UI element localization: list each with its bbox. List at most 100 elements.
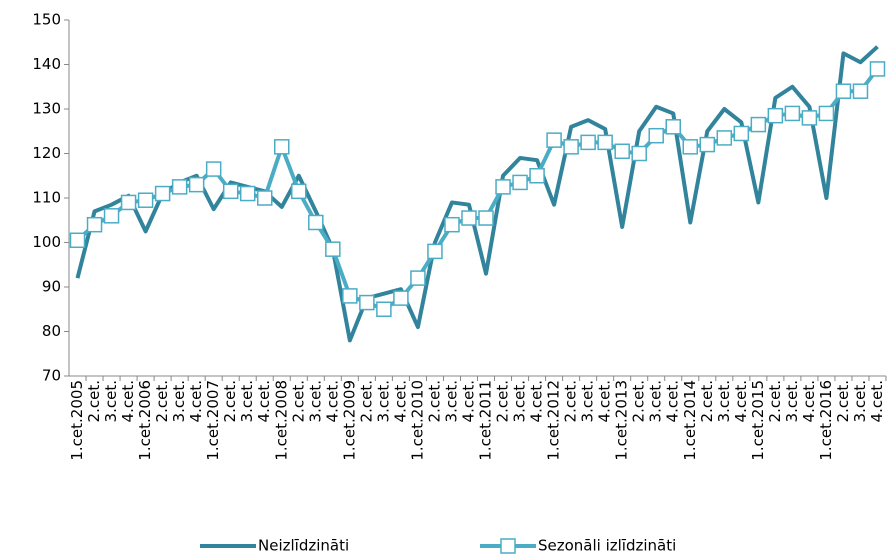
x-tick-label: 2.cet. (289, 380, 307, 422)
x-tick-label: 1.cet.2007 (204, 380, 222, 461)
y-tick-label: 120 (32, 144, 61, 162)
x-tick-label: 1.cet.2015 (749, 380, 767, 461)
y-tick-label: 130 (32, 100, 61, 118)
y-tick-label: 70 (42, 367, 61, 385)
y-tick-label: 80 (42, 322, 61, 340)
marker (291, 183, 307, 200)
y-tick-label: 90 (42, 278, 61, 296)
marker (495, 179, 511, 195)
marker (308, 214, 324, 231)
marker (512, 174, 528, 191)
x-tick-label: 3.cet. (851, 380, 869, 422)
x-tick-label: 4.cet. (800, 380, 818, 422)
marker (188, 176, 205, 193)
marker (103, 208, 120, 224)
marker (750, 116, 767, 133)
x-tick-label: 4.cet. (323, 380, 341, 422)
x-tick-label: 2.cet. (221, 380, 239, 422)
marker (529, 168, 545, 184)
x-tick-label: 1.cet.2005 (68, 380, 86, 461)
marker (733, 125, 750, 142)
x-tick-label: 2.cet. (494, 380, 512, 422)
marker (120, 194, 137, 211)
legend-label: Neizlīdzināti (258, 537, 349, 555)
marker (546, 132, 562, 148)
marker (86, 216, 103, 233)
x-tick-label: 4.cet. (596, 380, 614, 422)
x-tick-label: 3.cet. (715, 380, 733, 422)
x-tick-label: 1.cet.2011 (477, 380, 495, 461)
x-tick-label: 1.cet.2006 (136, 380, 154, 461)
x-tick-label: 4.cet. (664, 380, 682, 422)
marker (852, 83, 869, 99)
x-tick-label: 2.cet. (562, 380, 580, 422)
marker (580, 134, 596, 151)
marker (274, 139, 290, 155)
marker (818, 105, 835, 122)
x-tick-label: 4.cet. (187, 380, 205, 422)
legend-marker (500, 538, 516, 554)
x-tick-label: 1.cet.2012 (545, 380, 563, 461)
x-tick-label: 4.cet. (459, 380, 477, 422)
x-tick-label: 2.cet. (425, 380, 443, 422)
marker (614, 143, 630, 160)
legend-label: Sezonāli izlīdzināti (538, 537, 676, 555)
x-tick-label: 1.cet.2010 (408, 380, 426, 461)
x-tick-label: 3.cet. (647, 380, 665, 422)
marker (716, 130, 733, 146)
x-tick-label: 4.cet. (119, 380, 137, 422)
x-tick-label: 3.cet. (579, 380, 597, 422)
x-tick-label: 3.cet. (238, 380, 256, 422)
x-tick-label: 2.cet. (85, 380, 103, 422)
marker (205, 161, 222, 177)
marker (801, 110, 818, 126)
x-tick-label: 4.cet. (868, 380, 886, 422)
x-tick-label: 1.cet.2009 (340, 380, 358, 461)
x-tick-label: 3.cet. (102, 380, 120, 422)
marker (597, 134, 613, 151)
marker (154, 185, 171, 202)
x-tick-label: 4.cet. (732, 380, 750, 422)
marker (869, 61, 886, 77)
marker (648, 127, 664, 144)
marker (461, 210, 477, 226)
marker (256, 190, 273, 206)
x-tick-label: 2.cet. (834, 380, 852, 422)
x-tick-label: 3.cet. (783, 380, 801, 422)
marker (427, 243, 443, 260)
marker (699, 136, 716, 153)
x-tick-label: 3.cet. (442, 380, 460, 422)
marker (835, 83, 852, 99)
marker (69, 232, 86, 249)
marker (410, 270, 426, 286)
y-tick-label: 100 (32, 233, 61, 251)
x-tick-label: 1.cet.2008 (272, 380, 290, 461)
marker (137, 192, 154, 208)
marker (342, 288, 358, 304)
marker (444, 216, 460, 233)
x-tick-label: 4.cet. (528, 380, 546, 422)
y-tick-label: 110 (32, 189, 61, 207)
marker (171, 179, 188, 195)
x-tick-label: 3.cet. (170, 380, 188, 422)
x-tick-label: 4.cet. (391, 380, 409, 422)
x-tick-label: 1.cet.2013 (613, 380, 631, 461)
marker (784, 105, 801, 122)
y-tick-label: 150 (32, 11, 61, 29)
x-tick-label: 2.cet. (766, 380, 784, 422)
x-tick-label: 3.cet. (511, 380, 529, 422)
x-tick-label: 4.cet. (255, 380, 273, 422)
marker (325, 241, 341, 257)
marker (222, 183, 239, 200)
marker (359, 294, 375, 311)
x-tick-label: 3.cet. (374, 380, 392, 422)
marker (478, 210, 494, 226)
marker (665, 119, 681, 135)
marker (767, 107, 784, 124)
marker (393, 290, 409, 306)
x-tick-label: 2.cet. (630, 380, 648, 422)
y-tick-label: 140 (32, 55, 61, 73)
marker (631, 145, 647, 162)
x-tick-label: 1.cet.2016 (817, 380, 835, 461)
